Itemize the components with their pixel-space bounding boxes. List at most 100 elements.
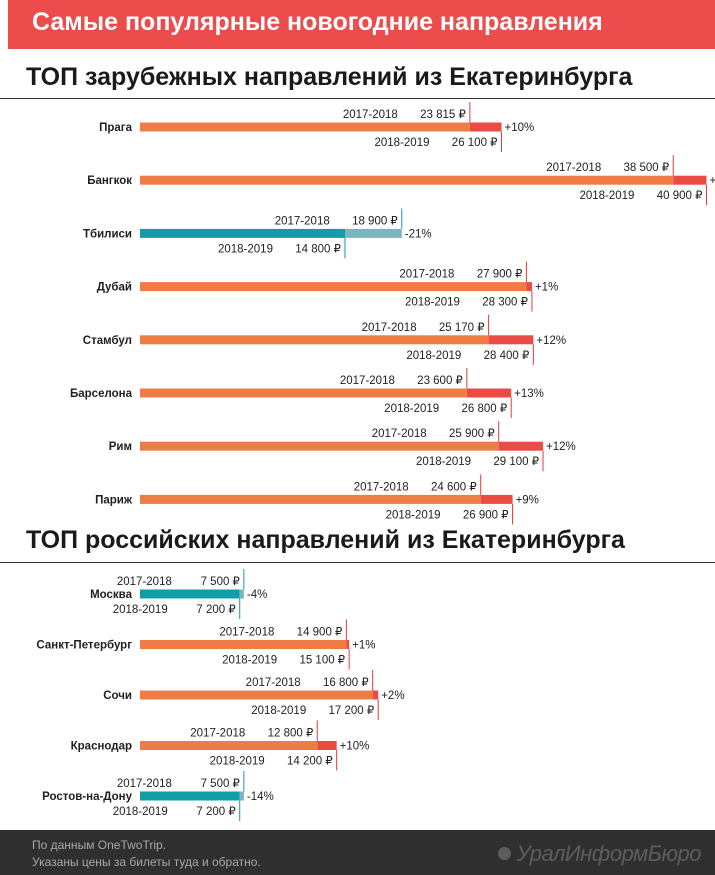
domestic-section-divider [0, 562, 715, 563]
bar-base [140, 388, 467, 398]
season-label-2018: 2018-2019 [386, 509, 441, 521]
page-title: Самые популярные новогодние направления [32, 8, 603, 36]
season-label-2017: 2017-2018 [340, 375, 395, 387]
category-label: Тбилиси [83, 228, 132, 240]
bar-base [140, 640, 347, 649]
category-label: Бангкок [87, 175, 132, 187]
change-label: -4% [247, 589, 267, 601]
value-label-2017: 14 900 ₽ [297, 627, 343, 639]
change-label: +12% [546, 441, 576, 453]
bar-change [469, 122, 502, 132]
season-label-2018: 2018-2019 [406, 350, 461, 362]
season-label-2017: 2017-2018 [117, 576, 172, 588]
change-label: +9% [516, 494, 539, 506]
change-label: +10% [340, 741, 370, 753]
category-label: Ростов-на-Дону [42, 791, 133, 803]
season-label-2017: 2017-2018 [362, 322, 417, 334]
value-label-2017: 27 900 ₽ [477, 269, 523, 281]
bar-charts: Прага 23 815 ₽ 2017-2018 26 100 ₽ 2018-2019 +… [36, 102, 715, 821]
value-label-2018: 40 900 ₽ [657, 190, 703, 202]
header-banner: Самые популярные новогодние направления [8, 0, 715, 49]
bar-change [466, 388, 512, 398]
value-label-2017: 12 800 ₽ [268, 728, 314, 740]
category-label: Краснодар [71, 741, 132, 753]
foreign-section-title: ТОП зарубежных направлений из Екатеринбу… [26, 63, 633, 91]
bar-change [526, 282, 532, 292]
value-label-2017: 7 500 ₽ [201, 576, 240, 588]
bar-base [140, 122, 470, 132]
category-label: Санкт-Петербург [36, 640, 132, 652]
value-label-2017: 23 600 ₽ [417, 375, 463, 387]
bar-change [344, 228, 402, 238]
bar-change [239, 589, 244, 599]
bar-base [140, 690, 373, 700]
category-label: Дубай [97, 282, 132, 294]
footer: По данным OneTwoTrip. Указаны цены за би… [0, 830, 715, 875]
category-label: Рим [109, 441, 132, 453]
value-label-2018: 14 200 ₽ [287, 756, 333, 768]
value-label-2018: 26 100 ₽ [452, 137, 498, 149]
value-label-2017: 16 800 ₽ [323, 677, 369, 689]
value-label-2017: 25 900 ₽ [449, 428, 495, 440]
bar-base [140, 494, 481, 504]
value-label-2017: 7 500 ₽ [201, 778, 240, 790]
bar-base [140, 282, 527, 292]
bar-base [140, 741, 318, 750]
bar-base [140, 175, 674, 185]
domestic-section-title: ТОП российских направлений из Екатеринбу… [26, 526, 625, 554]
value-label-2018: 26 800 ₽ [461, 403, 507, 415]
category-label: Барселона [70, 388, 133, 400]
season-label-2018: 2018-2019 [113, 604, 168, 616]
value-label-2018: 29 100 ₽ [493, 456, 539, 468]
bar-base [140, 791, 240, 801]
footer-note: Указаны цены за билеты туда и обратно. [32, 855, 261, 869]
value-label-2017: 18 900 ₽ [352, 215, 398, 227]
season-label-2018: 2018-2019 [113, 806, 168, 818]
bar-base [140, 441, 499, 451]
season-label-2017: 2017-2018 [546, 162, 601, 174]
season-label-2017: 2017-2018 [117, 778, 172, 790]
bar-base [140, 589, 240, 599]
brand-name: УралИнформБюро [516, 841, 701, 866]
season-label-2017: 2017-2018 [343, 109, 398, 121]
bar-change [346, 640, 350, 649]
value-label-2017: 24 600 ₽ [431, 481, 477, 493]
category-label: Сочи [103, 690, 132, 702]
season-label-2018: 2018-2019 [218, 243, 273, 255]
bar-base [140, 335, 489, 345]
change-label: +13% [514, 388, 544, 400]
season-label-2018: 2018-2019 [384, 403, 439, 415]
change-label: +1% [352, 640, 375, 652]
category-label: Париж [95, 494, 133, 506]
bar-change [372, 690, 379, 700]
change-label: +2% [381, 690, 404, 702]
value-label-2017: 25 170 ₽ [439, 322, 485, 334]
season-label-2018: 2018-2019 [374, 137, 429, 149]
bar-base [140, 228, 345, 238]
value-label-2017: 23 815 ₽ [420, 109, 466, 121]
change-label: +12% [536, 335, 566, 347]
season-label-2017: 2017-2018 [219, 627, 274, 639]
bar-change [498, 441, 544, 451]
value-label-2017: 38 500 ₽ [624, 162, 670, 174]
bar-change [488, 335, 534, 345]
footer-source: По данным OneTwoTrip. [32, 838, 167, 852]
season-label-2017: 2017-2018 [190, 728, 245, 740]
brand-dot-icon [498, 847, 512, 860]
change-label: +1% [535, 282, 558, 294]
change-label: -21% [405, 228, 432, 240]
value-label-2018: 26 900 ₽ [463, 509, 509, 521]
bar-change [480, 494, 513, 504]
brand-logo: УралИнформБюро [498, 841, 701, 867]
season-label-2017: 2017-2018 [399, 269, 454, 281]
change-label: +10% [504, 122, 534, 134]
foreign-section-divider [0, 98, 715, 99]
value-label-2018: 28 400 ₽ [484, 350, 530, 362]
category-label: Стамбул [83, 335, 132, 347]
bar-change [317, 741, 337, 750]
bar-change [239, 791, 244, 801]
season-label-2018: 2018-2019 [251, 705, 306, 717]
category-label: Прага [99, 122, 132, 134]
season-label-2017: 2017-2018 [275, 215, 330, 227]
season-label-2017: 2017-2018 [372, 428, 427, 440]
